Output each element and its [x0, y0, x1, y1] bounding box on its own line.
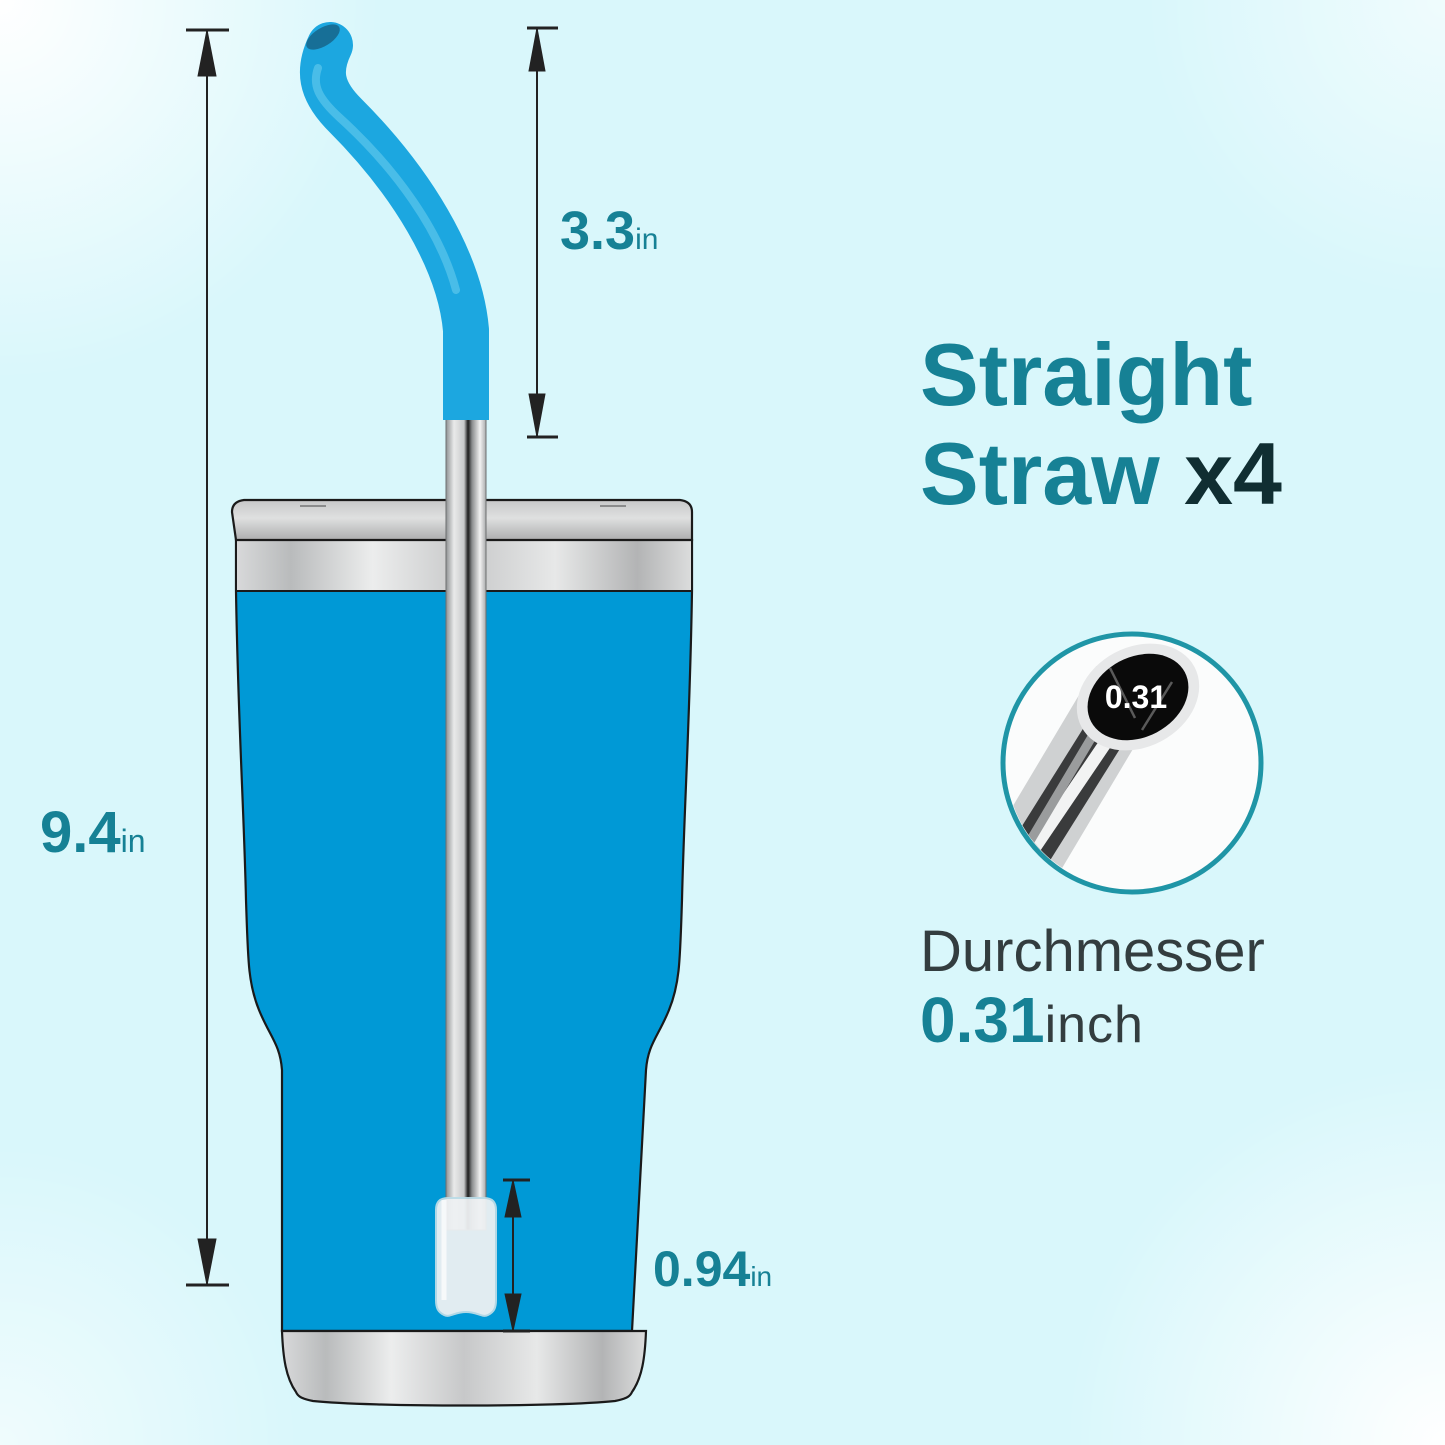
svg-text:0.31: 0.31	[1105, 679, 1167, 715]
